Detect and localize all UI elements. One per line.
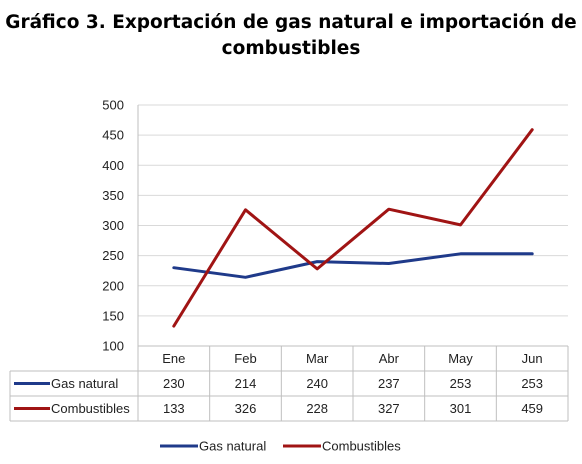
x-category-label: Ene [162, 351, 185, 366]
series-line-1 [172, 252, 534, 279]
table-cell-value: 228 [306, 401, 328, 416]
y-tick-label: 250 [102, 248, 124, 263]
table-cell-value: 301 [450, 401, 472, 416]
x-category-label: Feb [234, 351, 256, 366]
table-cell-value: 214 [235, 376, 257, 391]
y-tick-label: 500 [102, 98, 124, 113]
table-row-label: Gas natural [51, 376, 118, 391]
table-cell-value: 133 [163, 401, 185, 416]
chart-title-line-2: combustibles [221, 38, 361, 59]
legend-label: Combustibles [322, 439, 401, 454]
y-tick-label: 450 [102, 128, 124, 143]
table-cell-value: 240 [306, 376, 328, 391]
table-row-label: Combustibles [51, 401, 130, 416]
table-cell-value: 327 [378, 401, 400, 416]
y-tick-label: 200 [102, 278, 124, 293]
x-category-label: May [448, 351, 473, 366]
legend-label: Gas natural [199, 439, 266, 454]
table-cell-value: 230 [163, 376, 185, 391]
table-cell-value: 326 [235, 401, 257, 416]
chart-title-line-1: Gráfico 3. Exportación de gas natural e … [5, 12, 577, 33]
x-category-label: Abr [379, 351, 400, 366]
table-cell-value: 253 [450, 376, 472, 391]
x-category-label: Mar [306, 351, 329, 366]
series-line-2 [172, 128, 534, 328]
table-cell-value: 253 [521, 376, 543, 391]
chart-title: Gráfico 3. Exportación de gas natural e … [0, 10, 582, 62]
y-tick-label: 100 [102, 339, 124, 354]
y-tick-label: 350 [102, 188, 124, 203]
y-tick-label: 400 [102, 158, 124, 173]
x-category-label: Jun [522, 351, 543, 366]
table-cell-value: 459 [521, 401, 543, 416]
y-tick-label: 150 [102, 308, 124, 323]
table-cell-value: 237 [378, 376, 400, 391]
y-tick-label: 300 [102, 218, 124, 233]
